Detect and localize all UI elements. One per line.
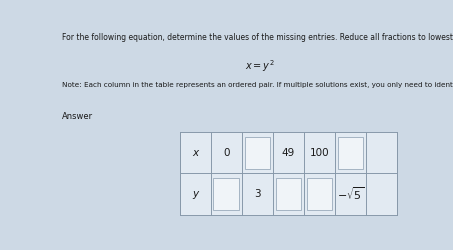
Bar [245,137,270,168]
Bar [338,137,363,168]
Bar [307,178,332,210]
Text: $-\sqrt{5}$: $-\sqrt{5}$ [337,186,364,202]
Text: For the following equation, determine the values of the missing entries. Reduce : For the following equation, determine th… [62,33,453,42]
Text: x: x [192,148,198,158]
Text: $x = y^2$: $x = y^2$ [246,58,275,74]
Text: Answer: Answer [62,112,93,121]
Bar [213,178,239,210]
Text: Note: Each column in the table represents an ordered pair. If multiple solutions: Note: Each column in the table represent… [62,82,453,88]
Text: 49: 49 [282,148,295,158]
Text: 0: 0 [223,148,229,158]
Bar [275,178,301,210]
Text: 100: 100 [309,148,329,158]
Text: 3: 3 [254,189,260,199]
Text: y: y [192,189,198,199]
